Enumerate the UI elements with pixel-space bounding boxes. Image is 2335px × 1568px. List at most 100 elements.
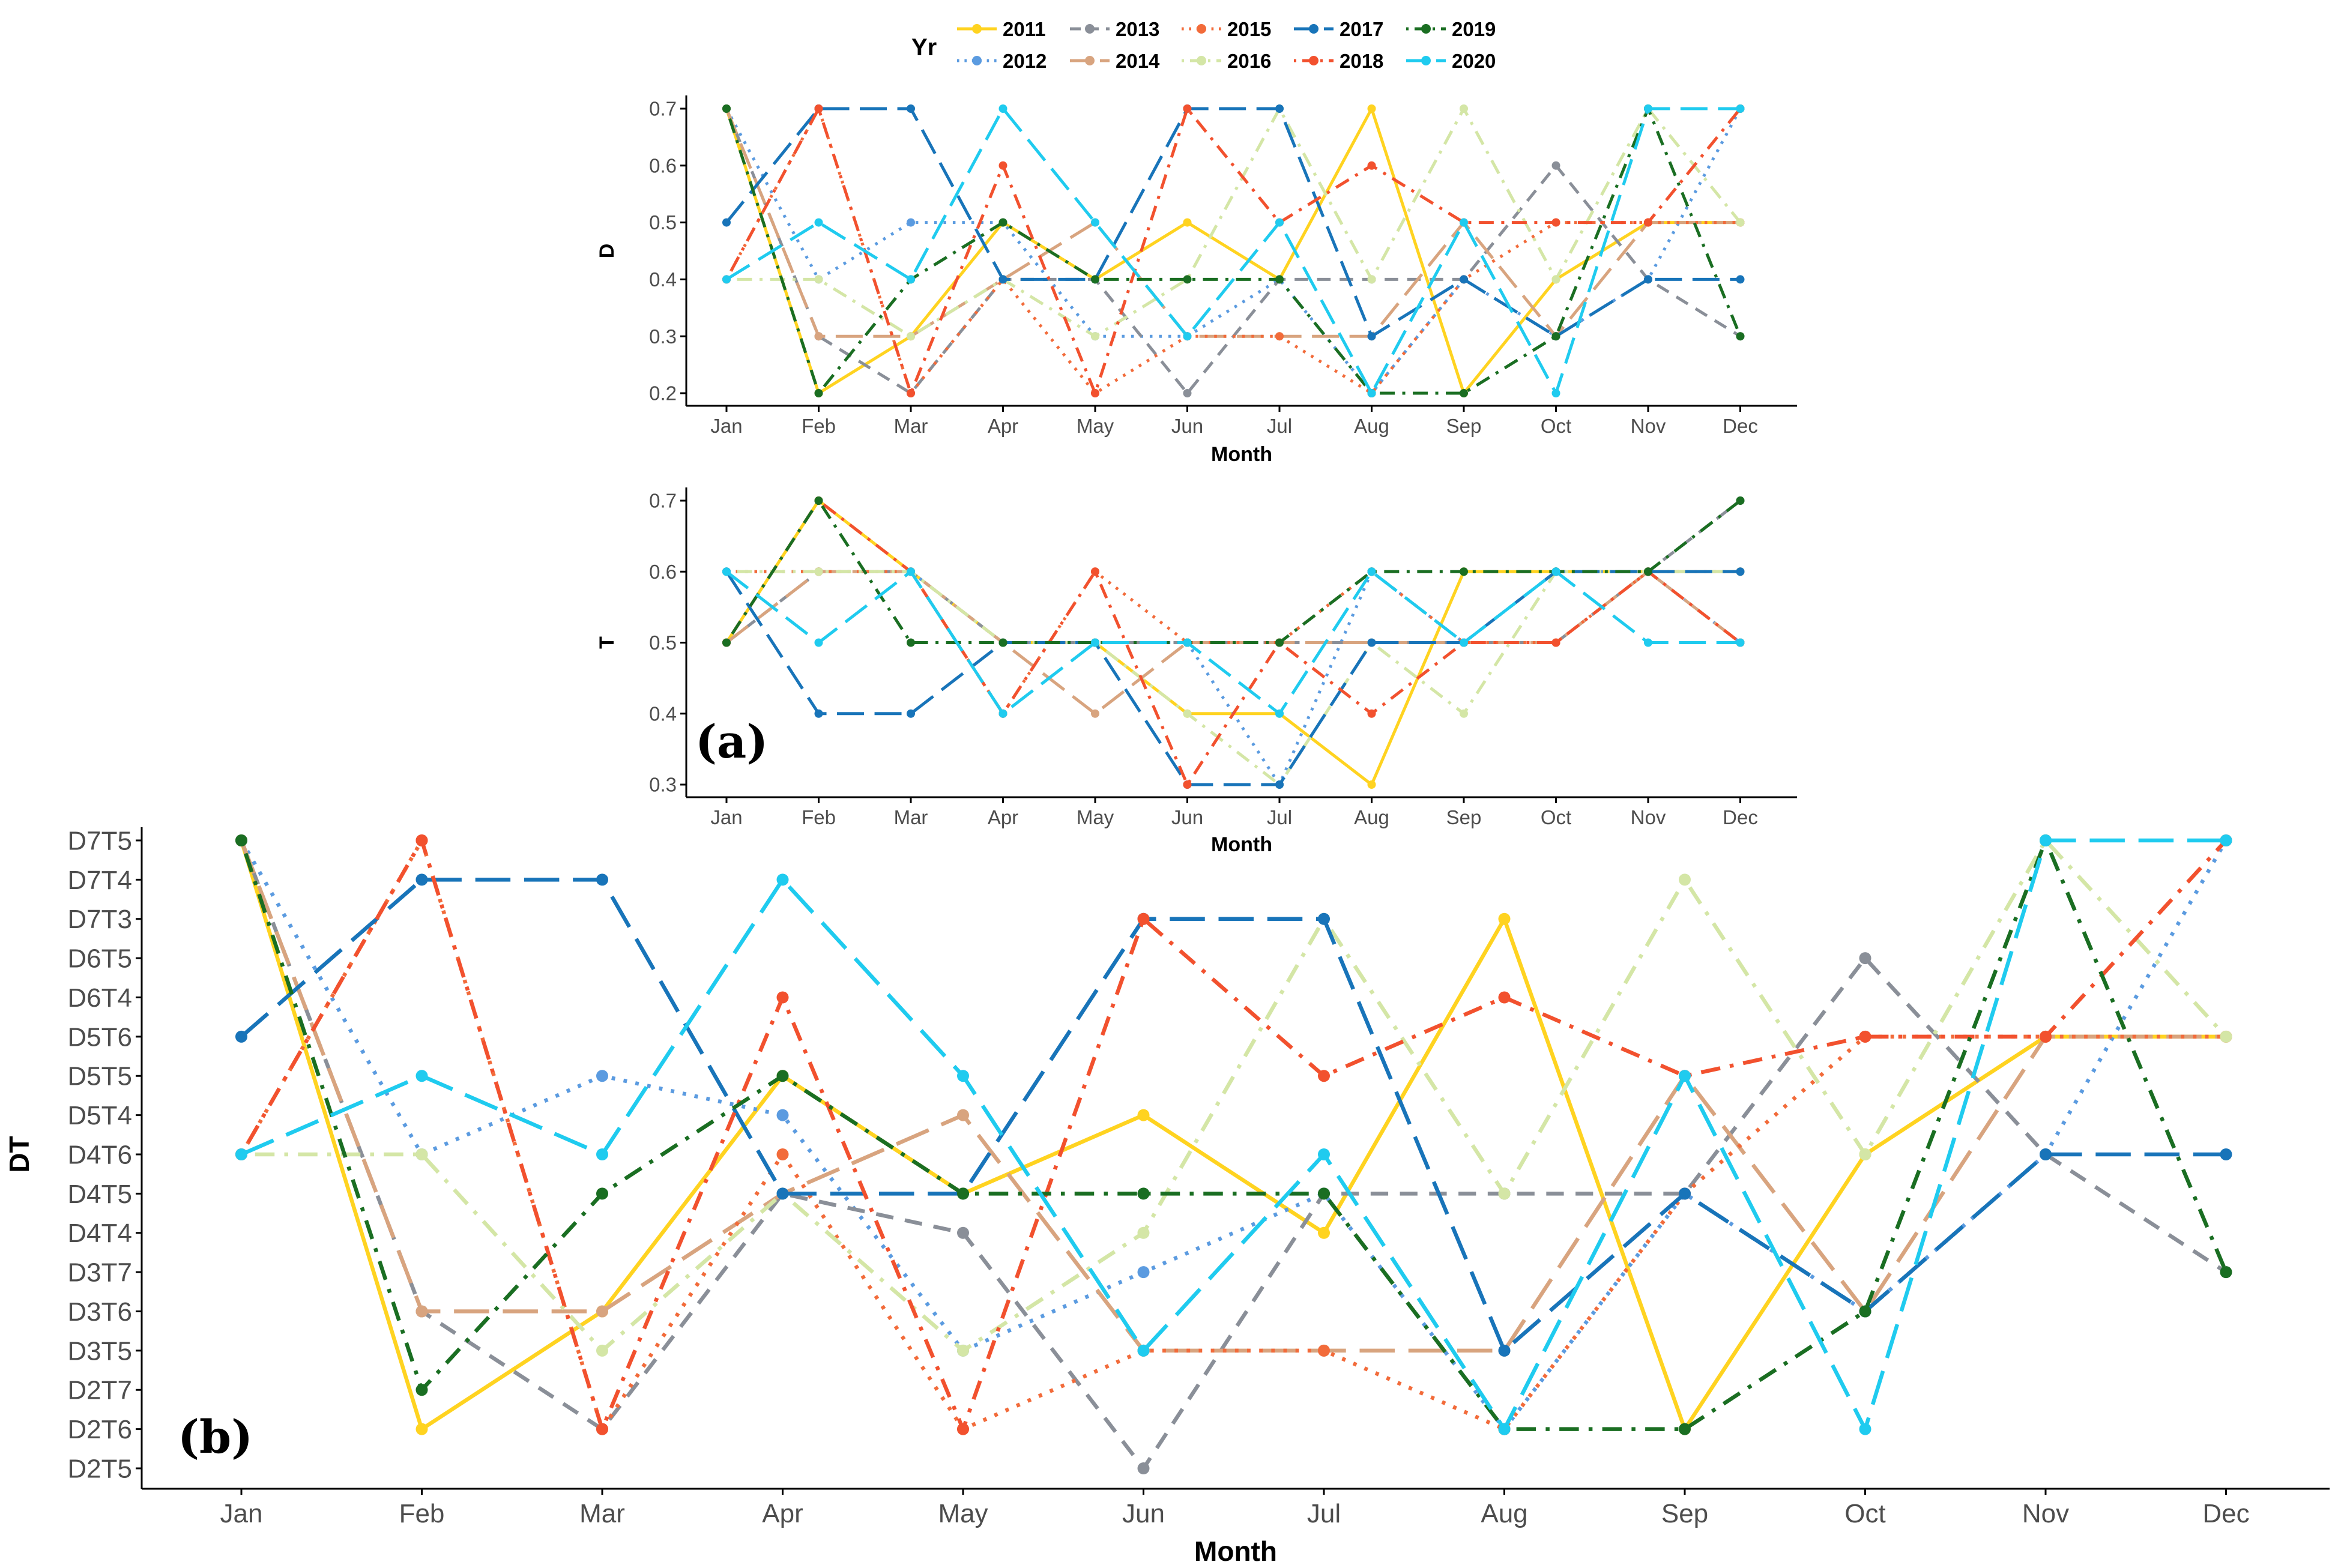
series-line-2019 <box>239 838 2228 1431</box>
panel-label-b: (b) <box>178 1410 253 1464</box>
data-point-2018 <box>1091 567 1099 576</box>
panel-label-a: (a) <box>695 715 768 768</box>
data-point-2017 <box>776 1187 789 1200</box>
y-tick-label: D4T4 <box>67 1219 132 1248</box>
data-point-2018 <box>1367 709 1376 718</box>
data-point-2011 <box>1183 218 1192 227</box>
y-tick-label: D5T5 <box>67 1062 132 1091</box>
y-tick-label: 0.3 <box>649 325 677 348</box>
series-line-2012 <box>240 839 2228 1431</box>
series-line-2019 <box>725 499 1742 644</box>
panel-dt-chart: D2T5 D2T6 D2T7 D3T5 D3T6 D3T7 D4T4 D4T5 D4T6 D5T4… <box>4 826 2330 1567</box>
data-point-2014 <box>415 1305 428 1318</box>
data-point-2011 <box>1367 104 1376 113</box>
data-point-2018 <box>1498 991 1511 1004</box>
data-point-2020 <box>1460 218 1468 227</box>
data-point-2020 <box>1183 638 1192 647</box>
x-tick-label: May <box>938 1499 988 1528</box>
data-point-2011 <box>415 1423 428 1435</box>
data-point-2019 <box>722 638 731 647</box>
data-point-2020 <box>1736 638 1745 647</box>
data-point-2019 <box>1460 389 1468 397</box>
legend-label-2018: 2018 <box>1340 50 1383 72</box>
data-point-2016 <box>957 1344 969 1357</box>
data-point-2020 <box>1137 1344 1150 1357</box>
data-point-2020 <box>1275 218 1284 227</box>
data-point-2013 <box>1859 952 1871 965</box>
data-point-2019 <box>596 1187 608 1200</box>
data-point-2020 <box>415 1070 428 1082</box>
data-point-2016 <box>1498 1187 1511 1200</box>
data-point-2017 <box>415 873 428 886</box>
data-point-2019 <box>1137 1187 1150 1200</box>
x-tick-label: Apr <box>762 1499 803 1528</box>
series-line-2015 <box>240 838 2226 1431</box>
legend-label-2017: 2017 <box>1340 18 1383 40</box>
data-point-2019 <box>2220 1266 2232 1279</box>
x-tick-label: Aug <box>1354 806 1389 828</box>
data-point-2020 <box>596 1148 608 1160</box>
data-point-2020 <box>1551 567 1560 576</box>
y-tick-label: 0.5 <box>649 632 677 654</box>
x-axis-title: Month <box>1194 1536 1277 1567</box>
series-line-2020 <box>725 570 1741 716</box>
x-tick-label: Nov <box>1631 806 1666 828</box>
y-tick-label: D3T6 <box>67 1297 132 1327</box>
y-tick-label: D6T4 <box>67 983 132 1013</box>
data-point-2017 <box>596 873 608 886</box>
legend-label-2015: 2015 <box>1227 18 1271 40</box>
data-point-2020 <box>722 275 731 284</box>
data-point-2012 <box>776 1109 789 1121</box>
data-point-2018 <box>1183 104 1192 113</box>
legend: Yr 2011 2012 2013 2014 2015 2016 2017 2018 2019 2… <box>911 18 1496 72</box>
data-point-2016 <box>1460 104 1468 113</box>
y-tick-label: 0.2 <box>649 382 677 405</box>
legend-label-2016: 2016 <box>1227 50 1271 72</box>
data-point-2014 <box>1091 709 1099 718</box>
data-point-2017 <box>1318 912 1330 925</box>
data-point-2019 <box>415 1384 428 1396</box>
x-tick-label: Mar <box>894 415 928 437</box>
legend-key-point-2015 <box>1197 24 1206 34</box>
legend-label-2014: 2014 <box>1116 50 1160 72</box>
y-tick-label: D7T5 <box>67 826 132 855</box>
x-tick-label: Jul <box>1307 1499 1341 1528</box>
x-tick-label: Dec <box>1723 806 1758 828</box>
data-point-2019 <box>1736 496 1745 505</box>
legend-title: Yr <box>911 34 937 61</box>
data-point-2020 <box>1679 1070 1691 1082</box>
data-point-2018 <box>776 991 789 1004</box>
x-tick-label: Oct <box>1541 806 1571 828</box>
legend-key-point-2013 <box>1085 24 1095 34</box>
x-axis-title: Month <box>1211 833 1272 856</box>
data-point-2020 <box>957 1070 969 1082</box>
data-point-2017 <box>1460 275 1468 284</box>
data-point-2011 <box>1498 912 1511 925</box>
data-point-2016 <box>1736 218 1745 227</box>
data-point-2020 <box>1091 218 1099 227</box>
x-tick-label: Mar <box>894 806 928 828</box>
y-tick-label: 0.6 <box>649 561 677 583</box>
series-line-2018 <box>240 838 2228 1431</box>
x-tick-label: Jan <box>710 806 742 828</box>
legend-label-2013: 2013 <box>1116 18 1159 40</box>
data-point-2020 <box>998 709 1007 718</box>
x-tick-label: Sep <box>1446 806 1482 828</box>
data-point-2019 <box>1644 567 1652 576</box>
data-point-2020 <box>1736 104 1745 113</box>
y-tick-label: D2T6 <box>67 1415 132 1444</box>
y-tick-label: 0.4 <box>649 268 677 291</box>
data-point-2019 <box>814 389 823 397</box>
data-point-2020 <box>1460 638 1468 647</box>
data-point-2016 <box>1137 1226 1150 1239</box>
data-point-2016 <box>814 567 823 576</box>
data-point-2015 <box>1318 1344 1330 1357</box>
x-tick-label: Apr <box>988 806 1018 828</box>
legend-key-point-2017 <box>1309 24 1319 34</box>
y-tick-label: D4T5 <box>67 1180 132 1209</box>
data-point-2018 <box>1183 780 1192 789</box>
data-point-2018 <box>1859 1030 1871 1043</box>
x-tick-label: Aug <box>1481 1499 1527 1528</box>
series-line-2020 <box>725 107 1741 395</box>
